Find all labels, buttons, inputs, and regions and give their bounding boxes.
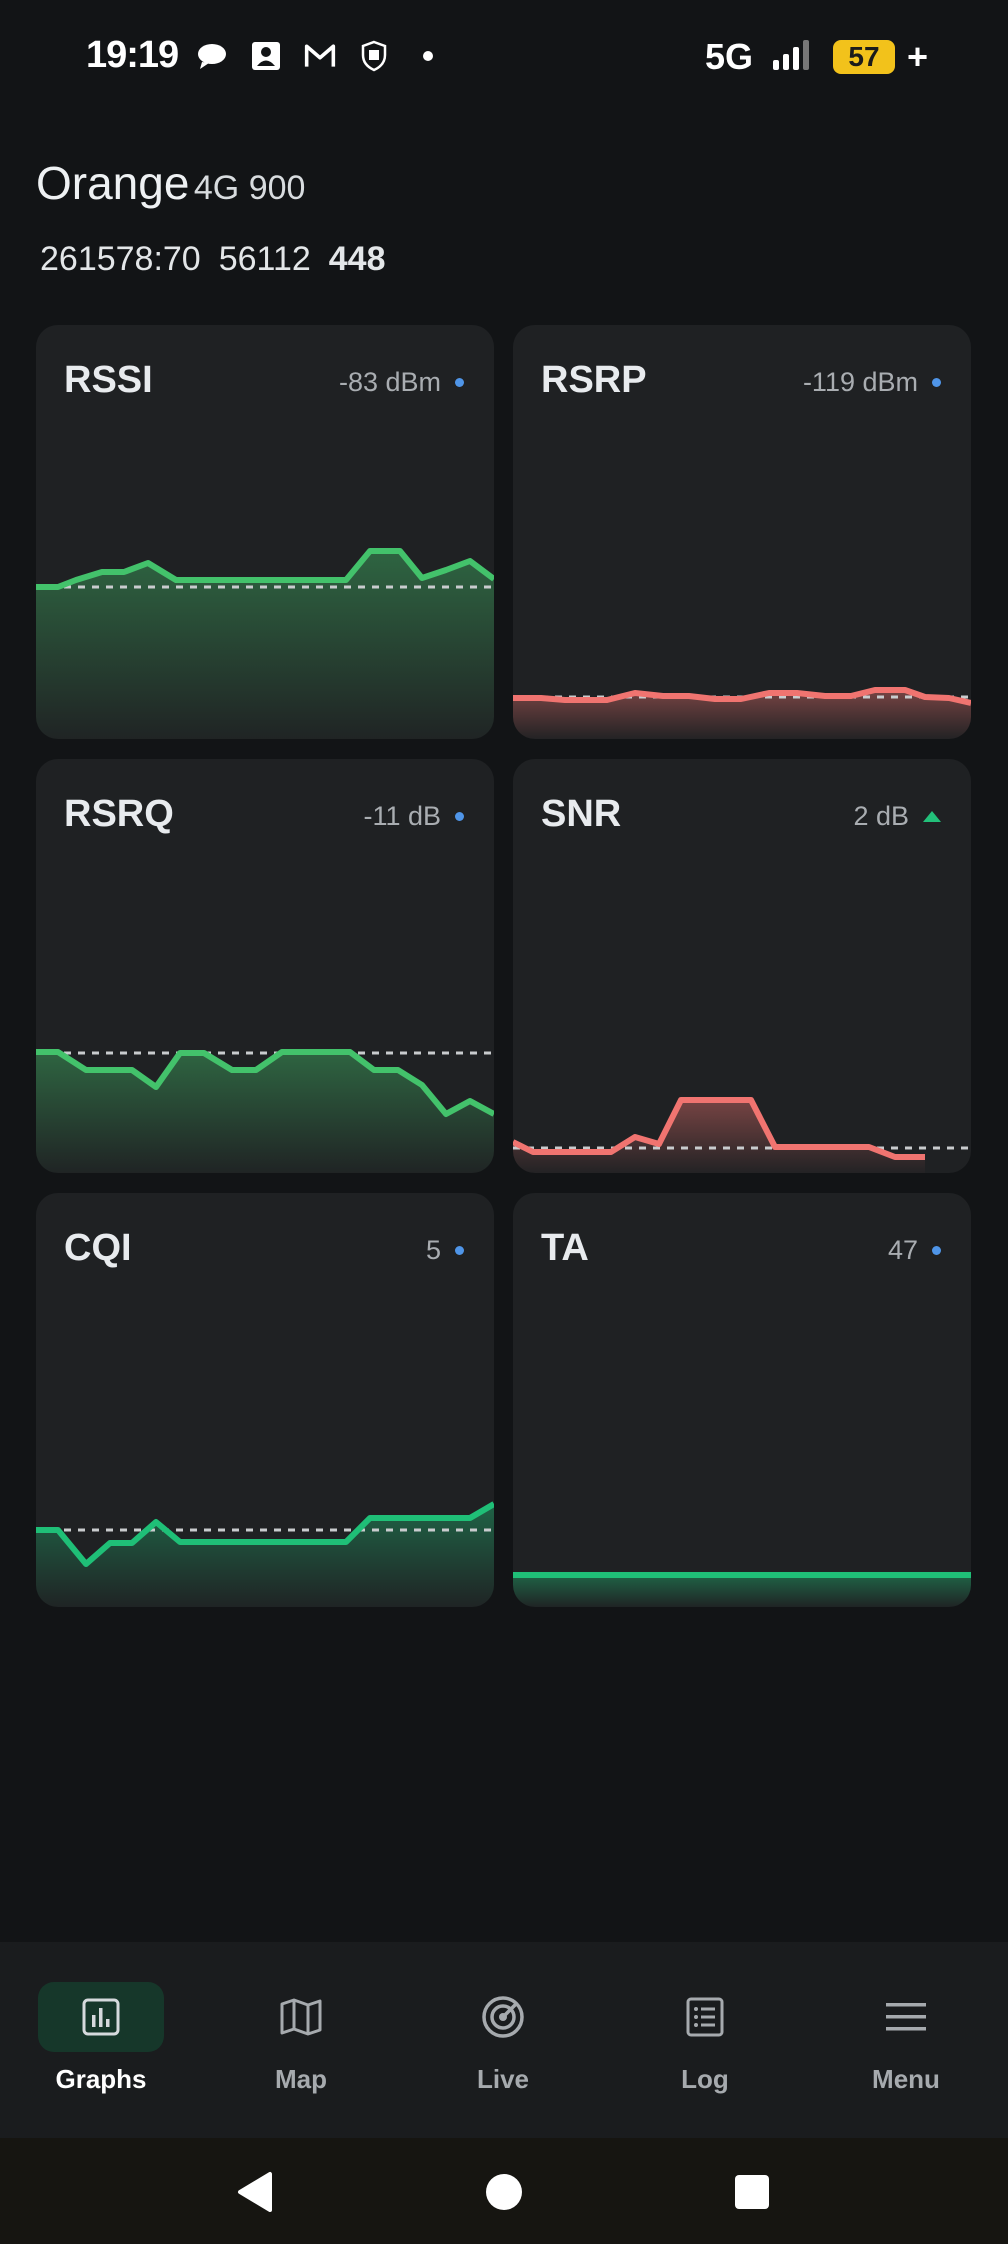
rsrq-card[interactable]: RSRQ -11 dB xyxy=(36,759,494,1173)
nav-label: Menu xyxy=(872,2064,940,2094)
recents-button[interactable] xyxy=(722,2164,782,2220)
recents-icon xyxy=(735,2175,769,2209)
nav-pill xyxy=(238,1982,364,2052)
status-dot-icon xyxy=(455,1246,464,1255)
pci: 448 xyxy=(328,240,386,278)
system-navigation-bar xyxy=(0,2138,1008,2244)
rssi-card[interactable]: RSSI -83 dBm xyxy=(36,325,494,739)
nav-label: Live xyxy=(476,2064,530,2094)
card-value: 2 dB xyxy=(853,801,941,832)
privacy-icon xyxy=(358,40,390,72)
graph-line xyxy=(513,687,971,706)
battery-level: 57 xyxy=(848,41,880,72)
status-dot-icon xyxy=(932,1246,941,1255)
cell-info: 261578:70 56112 448 xyxy=(40,240,386,279)
nav-map[interactable]: Map xyxy=(201,1942,401,2138)
contact-card-icon xyxy=(250,40,282,72)
card-title: RSRP xyxy=(541,359,647,401)
nav-label: Log xyxy=(681,2064,729,2094)
nav-label: Map xyxy=(275,2064,327,2094)
radar-icon xyxy=(482,1996,524,2038)
nav-live[interactable]: Live xyxy=(403,1942,603,2138)
status-right: 5G 57 + xyxy=(705,36,928,78)
graph-line xyxy=(36,548,494,590)
card-value: -83 dBm xyxy=(339,367,464,398)
message-bubble-icon xyxy=(196,40,228,72)
card-value: 5 xyxy=(426,1235,464,1266)
rssi-graph xyxy=(36,548,494,739)
graph-area xyxy=(513,690,971,739)
graph-area xyxy=(513,1100,925,1173)
network-tech: 4G 900 xyxy=(193,169,306,207)
hamburger-menu-icon xyxy=(886,2003,926,2031)
card-value: -119 dBm xyxy=(803,367,941,398)
rsrp-card[interactable]: RSRP -119 dBm xyxy=(513,325,971,739)
network-type: 5G xyxy=(704,36,753,77)
map-icon xyxy=(280,1998,322,2036)
back-icon xyxy=(238,2172,272,2212)
network-header: Orange 4G 900 xyxy=(36,156,305,210)
gmail-icon xyxy=(304,40,336,72)
graph-area xyxy=(36,1052,494,1173)
cqi-graph xyxy=(36,1501,494,1607)
bottom-navigation: Graphs Map Live Log Menu xyxy=(0,1942,1008,2138)
cell-id: 261578:70 xyxy=(40,240,201,278)
card-title: RSRQ xyxy=(64,793,174,835)
notification-icons xyxy=(196,40,444,72)
snr-card[interactable]: SNR 2 dB xyxy=(513,759,971,1173)
home-button[interactable] xyxy=(474,2164,534,2220)
graph-area xyxy=(513,1575,971,1607)
nav-pill xyxy=(440,1982,566,2052)
trend-up-icon xyxy=(923,811,941,822)
card-value: 47 xyxy=(888,1235,941,1266)
card-title: RSSI xyxy=(64,359,153,401)
rsrp-graph xyxy=(513,687,971,739)
card-title: TA xyxy=(541,1227,589,1269)
carrier-name: Orange xyxy=(36,157,190,209)
card-title: SNR xyxy=(541,793,622,835)
nav-label: Graphs xyxy=(55,2064,147,2094)
dot-icon xyxy=(412,40,444,72)
status-dot-icon xyxy=(455,378,464,387)
signal-icon xyxy=(771,38,815,77)
nav-pill xyxy=(642,1982,768,2052)
charging-plus-icon: + xyxy=(906,36,928,77)
graph-line xyxy=(513,1097,925,1160)
ta-card[interactable]: TA 47 xyxy=(513,1193,971,1607)
ta-graph xyxy=(513,1572,971,1607)
graph-line xyxy=(36,1501,494,1567)
nav-pill xyxy=(38,1982,164,2052)
home-icon xyxy=(486,2174,522,2210)
back-button[interactable] xyxy=(226,2164,286,2220)
tac: 56112 xyxy=(218,240,311,278)
nav-log[interactable]: Log xyxy=(605,1942,805,2138)
bar-chart-icon xyxy=(82,1998,120,2036)
status-dot-icon xyxy=(455,812,464,821)
graph-line xyxy=(36,1049,494,1117)
status-bar: 19:19 5G 57 + xyxy=(0,0,1008,110)
snr-graph xyxy=(513,1097,971,1173)
graph-area xyxy=(36,551,494,739)
nav-menu[interactable]: Menu xyxy=(806,1942,1006,2138)
nav-pill xyxy=(843,1982,969,2052)
status-dot-icon xyxy=(932,378,941,387)
card-value: -11 dB xyxy=(363,801,464,832)
rsrq-graph xyxy=(36,1049,494,1173)
list-icon xyxy=(686,1997,724,2037)
card-title: CQI xyxy=(64,1227,132,1269)
nav-graphs[interactable]: Graphs xyxy=(1,1942,201,2138)
cqi-card[interactable]: CQI 5 xyxy=(36,1193,494,1607)
status-time: 19:19 xyxy=(86,34,179,76)
battery-icon: 57 xyxy=(832,40,895,74)
